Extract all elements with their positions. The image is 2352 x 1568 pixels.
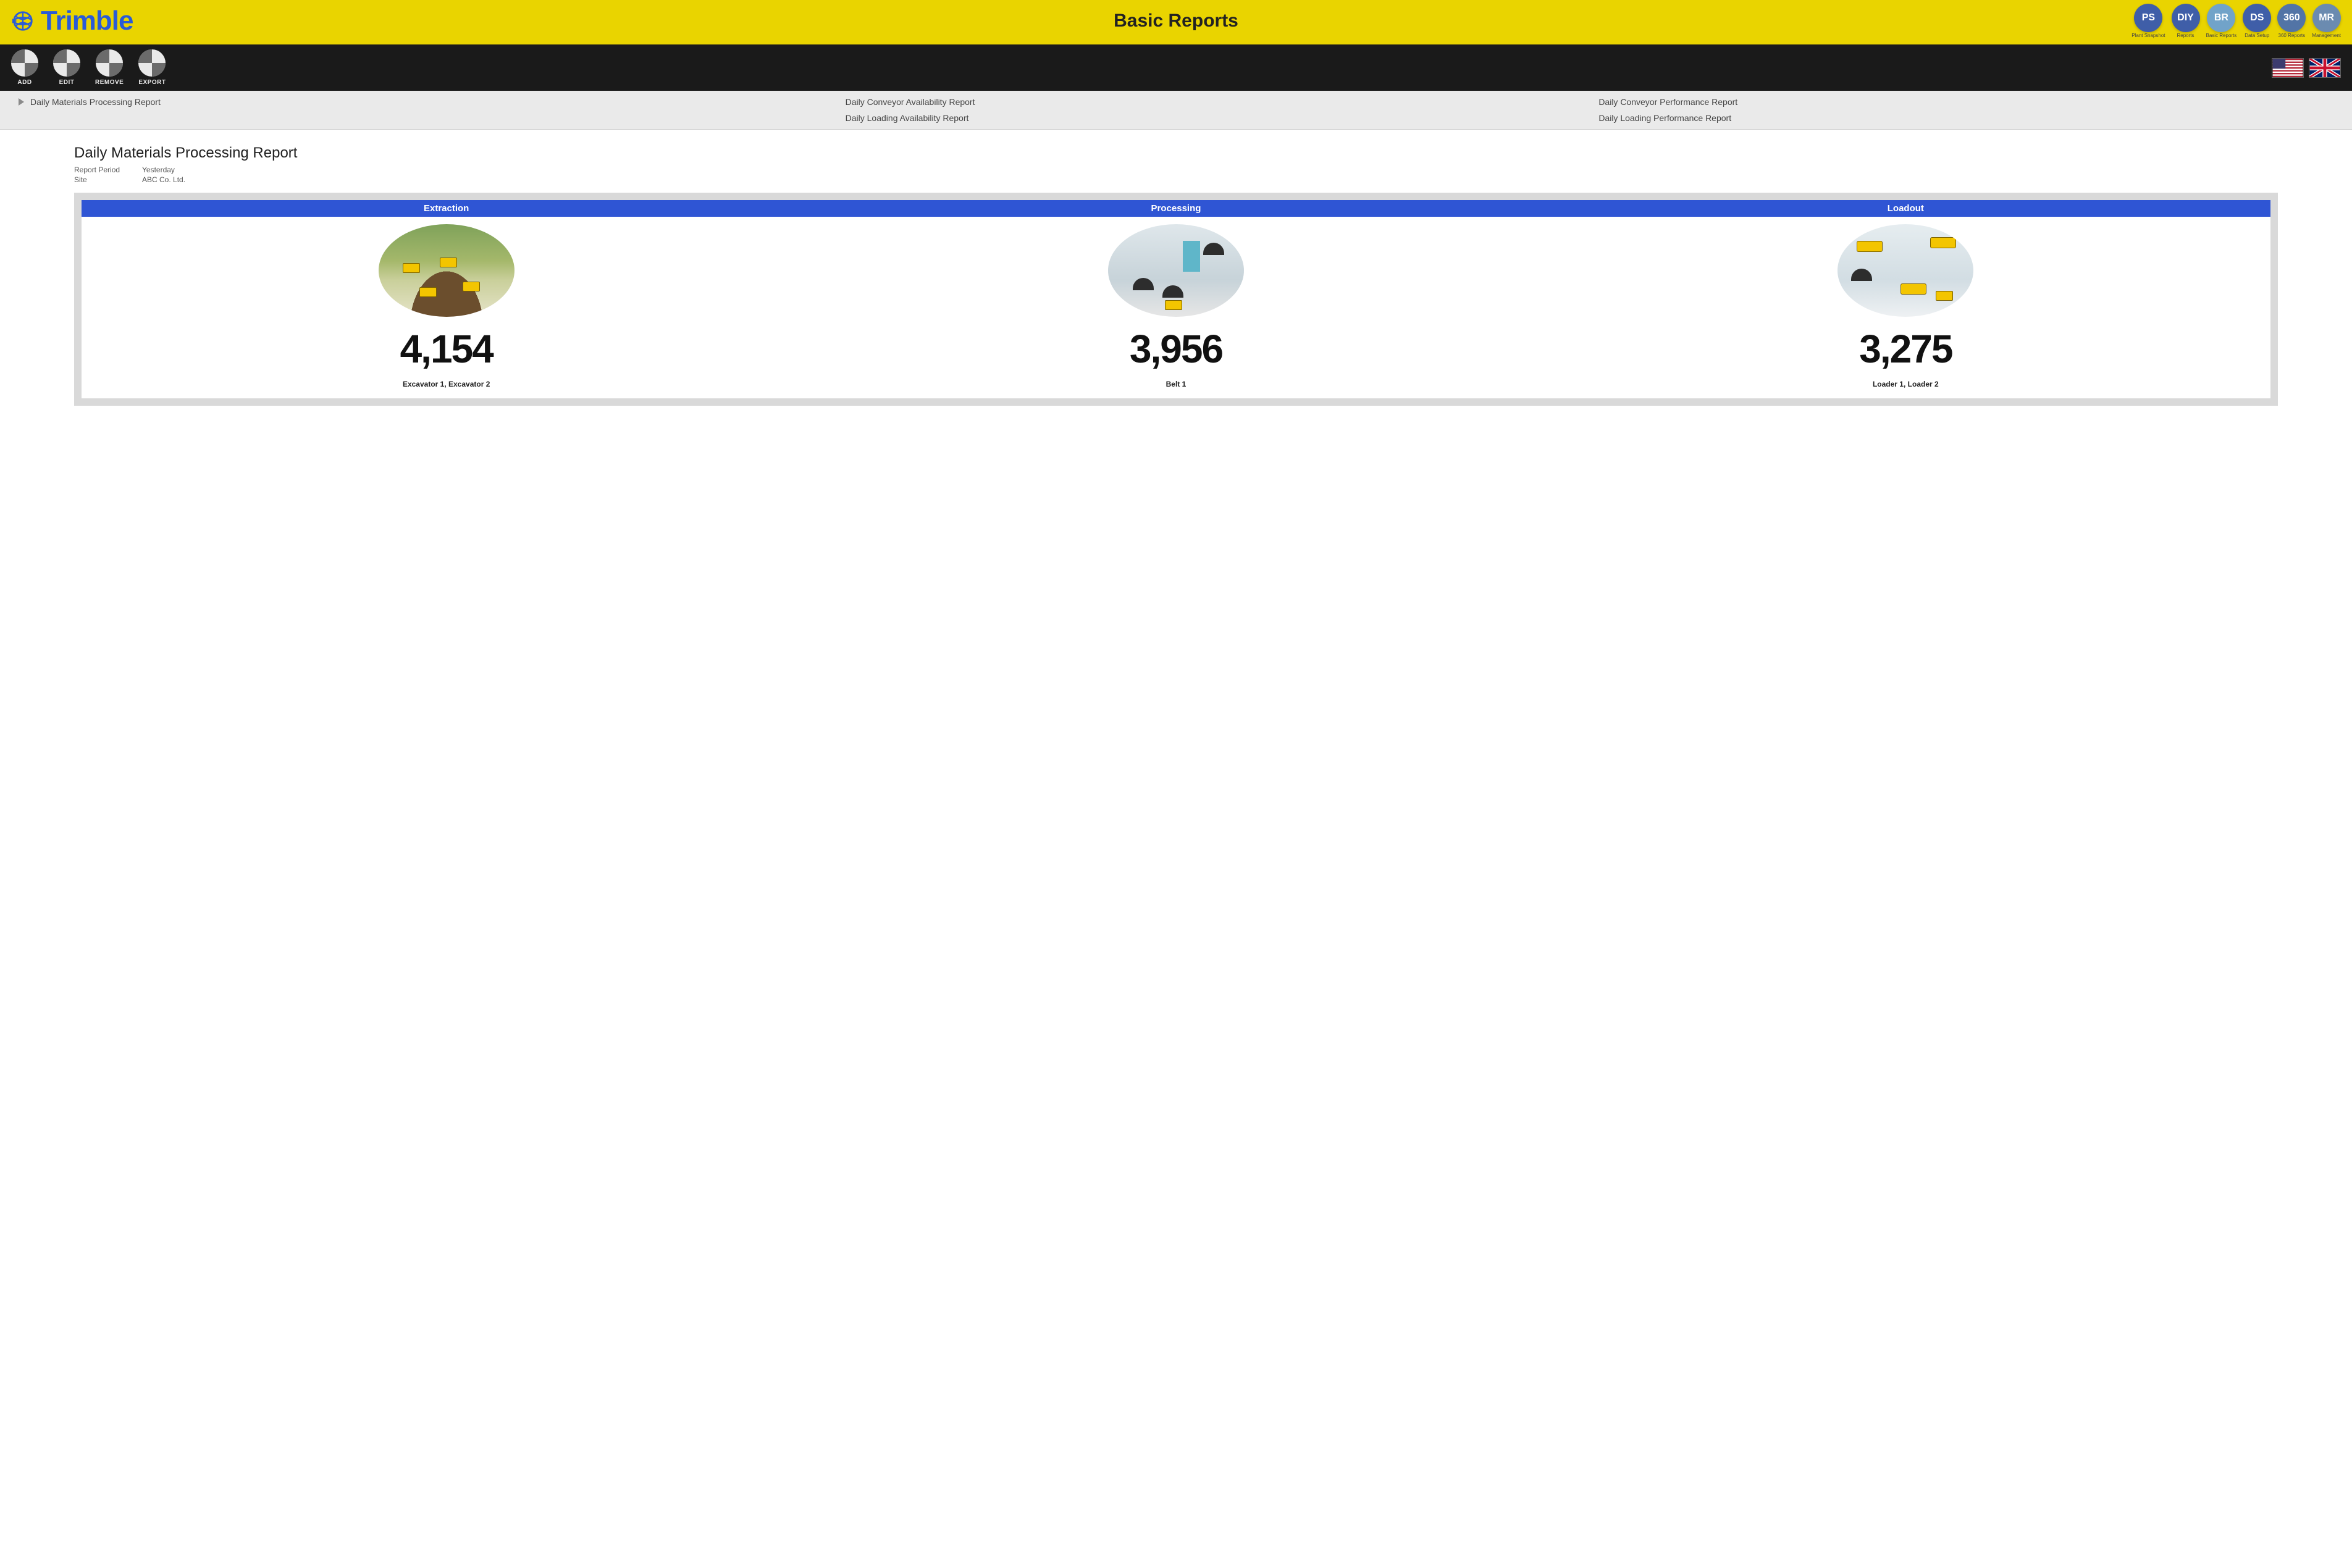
stage-header-extraction: Extraction — [82, 203, 811, 214]
tool-label: EXPORT — [138, 79, 166, 86]
nav-circle-icon: PS — [2134, 4, 2162, 32]
flag-uk-icon[interactable] — [2309, 58, 2341, 78]
stage-header-processing: Processing — [811, 203, 1540, 214]
report-title: Daily Materials Processing Report — [74, 145, 2278, 162]
brand-name: Trimble — [41, 6, 133, 36]
nav-ds-button[interactable]: DSData Setup — [2243, 4, 2271, 38]
nav-label: Data Setup — [2245, 33, 2269, 38]
nav-360-button[interactable]: 360360 Reports — [2277, 4, 2306, 38]
tool-circle-icon — [11, 49, 38, 77]
app-screen: Trimble Basic Reports PSPlant SnapshotDI… — [0, 0, 2352, 1568]
extraction-illustration-icon — [379, 224, 514, 317]
add-button[interactable]: ADD — [11, 49, 38, 86]
header-bar: Trimble Basic Reports PSPlant SnapshotDI… — [0, 0, 2352, 44]
nav-label: Plant Snapshot — [2132, 33, 2165, 38]
nav-circle-icon: MR — [2312, 4, 2341, 32]
report-tab-conveyor-availability[interactable]: Daily Conveyor Availability Report — [846, 97, 1581, 107]
remove-button[interactable]: REMOVE — [95, 49, 124, 86]
report-tab-label: Daily Conveyor Availability Report — [846, 97, 975, 107]
tool-circle-icon — [53, 49, 80, 77]
nav-ps-button[interactable]: PSPlant Snapshot — [2132, 4, 2165, 38]
tool-label: ADD — [17, 79, 32, 86]
tool-label: REMOVE — [95, 79, 124, 86]
nav-br-button[interactable]: BRBasic Reports — [2206, 4, 2237, 38]
nav-label: Management — [2312, 33, 2341, 38]
stage-processing-value: 3,956 — [1130, 329, 1222, 369]
tool-circle-icon — [138, 49, 166, 77]
nav-button-group: PSPlant SnapshotDIYReportsBRBasic Report… — [2132, 4, 2341, 38]
stage-extraction-equipment: Excavator 1, Excavator 2 — [403, 380, 490, 388]
report-tab-label: Daily Loading Performance Report — [1598, 113, 1731, 123]
report-tab-loading-performance[interactable]: Daily Loading Performance Report — [1598, 113, 2333, 123]
page-title: Basic Reports — [1114, 10, 1238, 31]
action-toolbar: ADD EDIT REMOVE EXPORT — [0, 44, 2352, 91]
stage-loadout-value: 3,275 — [1859, 329, 1952, 369]
export-button[interactable]: EXPORT — [138, 49, 166, 86]
stage-loadout-equipment: Loader 1, Loader 2 — [1873, 380, 1939, 388]
stages-panel-body: 4,154 Excavator 1, Excavator 2 3,956 Bel… — [82, 217, 2270, 398]
nav-mr-button[interactable]: MRManagement — [2312, 4, 2341, 38]
report-tab-label: Daily Conveyor Performance Report — [1598, 97, 1737, 107]
toolbar-actions: ADD EDIT REMOVE EXPORT — [11, 49, 166, 86]
trimble-globe-icon — [11, 9, 35, 33]
meta-site-label: Site — [74, 175, 142, 184]
report-tab-label: Daily Materials Processing Report — [30, 97, 161, 107]
language-flags — [2272, 58, 2341, 78]
meta-period-label: Report Period — [74, 166, 142, 174]
report-meta: Report Period Yesterday Site ABC Co. Ltd… — [74, 166, 321, 184]
stages-panel: Extraction Processing Loadout 4,154 Exca… — [74, 193, 2278, 406]
stage-header-loadout: Loadout — [1541, 203, 2270, 214]
report-tab-loading-availability[interactable]: Daily Loading Availability Report — [846, 113, 1581, 123]
report-tab-conveyor-performance[interactable]: Daily Conveyor Performance Report — [1598, 97, 2333, 107]
stages-panel-header: Extraction Processing Loadout — [82, 200, 2270, 217]
report-tab-label: Daily Loading Availability Report — [846, 113, 969, 123]
brand-logo: Trimble — [11, 6, 133, 36]
stage-loadout: 3,275 Loader 1, Loader 2 — [1541, 217, 2270, 398]
loadout-illustration-icon — [1838, 224, 1973, 317]
active-tab-arrow-icon — [19, 98, 24, 106]
nav-label: 360 Reports — [2278, 33, 2306, 38]
stage-processing-equipment: Belt 1 — [1166, 380, 1186, 388]
nav-label: Basic Reports — [2206, 33, 2237, 38]
tool-circle-icon — [96, 49, 123, 77]
tool-label: EDIT — [59, 79, 75, 86]
nav-label: Reports — [2177, 33, 2194, 38]
stage-processing: 3,956 Belt 1 — [811, 217, 1540, 398]
processing-illustration-icon — [1108, 224, 1244, 317]
stage-extraction-value: 4,154 — [400, 329, 493, 369]
report-tabs-bar: Daily Materials Processing Report Daily … — [0, 91, 2352, 130]
nav-circle-icon: DIY — [2172, 4, 2200, 32]
flag-us-icon[interactable] — [2272, 58, 2304, 78]
nav-circle-icon: BR — [2207, 4, 2235, 32]
meta-site-value: ABC Co. Ltd. — [142, 175, 321, 184]
edit-button[interactable]: EDIT — [53, 49, 80, 86]
report-tab-materials-processing[interactable]: Daily Materials Processing Report — [19, 97, 827, 107]
nav-circle-icon: DS — [2243, 4, 2271, 32]
nav-diy-button[interactable]: DIYReports — [2172, 4, 2200, 38]
report-content: Daily Materials Processing Report Report… — [0, 130, 2352, 1568]
meta-period-value: Yesterday — [142, 166, 321, 174]
nav-circle-icon: 360 — [2277, 4, 2306, 32]
stage-extraction: 4,154 Excavator 1, Excavator 2 — [82, 217, 811, 398]
